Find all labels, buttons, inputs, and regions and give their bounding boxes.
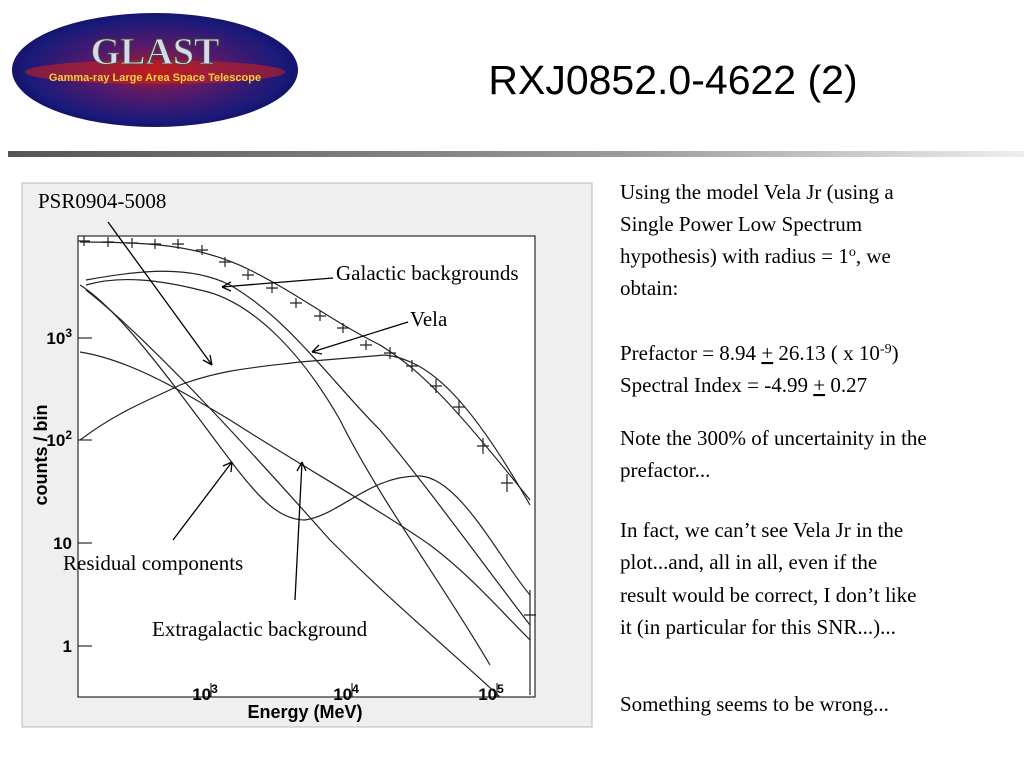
note-line: Using the model Vela Jr (using a	[620, 180, 894, 204]
arrow	[311, 321, 409, 355]
annotation: Extragalactic background	[152, 617, 368, 641]
x-tick-label: 104	[333, 682, 359, 704]
total-model-curve	[79, 241, 531, 501]
logo-title: GLAST	[91, 31, 220, 73]
note-line: result would be correct, I don’t like	[620, 583, 916, 607]
annotation: Residual components	[63, 551, 243, 575]
residual-curve	[79, 284, 531, 596]
y-tick-label: 10	[53, 534, 72, 553]
note-line: prefactor...	[620, 458, 710, 482]
plot-frame	[77, 235, 536, 698]
x-tick-label: 103	[192, 682, 218, 704]
note-line: Single Power Low Spectrum	[620, 212, 862, 236]
y-axis-label: counts / bin	[31, 405, 51, 506]
y-tick-label: 1	[63, 637, 72, 656]
note-line: Prefactor = 8.94 + 26.13 ( x 10-9)	[620, 341, 899, 365]
figure: 103 102 10 1 103 104 105 Energy (MeV) co…	[21, 182, 593, 728]
notes: Using the model Vela Jr (using a Single …	[620, 180, 927, 716]
arrows	[107, 221, 409, 601]
title-rule	[8, 151, 1024, 157]
curves	[78, 236, 536, 698]
annotation: Galactic backgrounds	[336, 261, 519, 285]
y-tick-label: 102	[46, 428, 72, 450]
galactic-curve	[85, 278, 491, 666]
note-line: Spectral Index = -4.99 + 0.27	[620, 373, 867, 397]
arrow	[107, 221, 213, 366]
logo-band	[25, 60, 285, 84]
note-line: hypothesis) with radius = 1o, we	[620, 244, 891, 268]
logo: GLAST Gamma-ray Large Area Space Telesco…	[12, 13, 298, 127]
psr-curve	[79, 354, 531, 506]
annotation: Vela	[410, 307, 448, 331]
note-line: Note the 300% of uncertainity in the	[620, 426, 927, 450]
galactic-curve	[85, 270, 531, 626]
annotation: PSR0904-5008	[38, 189, 166, 213]
note-line: plot...and, all in all, even if the	[620, 550, 877, 574]
data-points	[78, 236, 536, 695]
note-line: In fact, we can’t see Vela Jr in the	[620, 518, 903, 542]
steep-curve	[85, 289, 501, 698]
extragalactic-curve	[79, 351, 531, 641]
arrow	[172, 461, 233, 541]
arrow	[221, 277, 334, 292]
y-tick-label: 103	[46, 326, 72, 348]
note-line: it (in particular for this SNR...)...	[620, 615, 896, 639]
arrow	[294, 461, 307, 601]
slide-title: RXJ0852.0-4622 (2)	[488, 57, 857, 103]
logo-subtitle: Gamma-ray Large Area Space Telescope	[49, 72, 261, 84]
note-line: obtain:	[620, 276, 678, 300]
x-axis-label: Energy (MeV)	[247, 702, 362, 722]
note-line: Something seems to be wrong...	[620, 692, 889, 716]
